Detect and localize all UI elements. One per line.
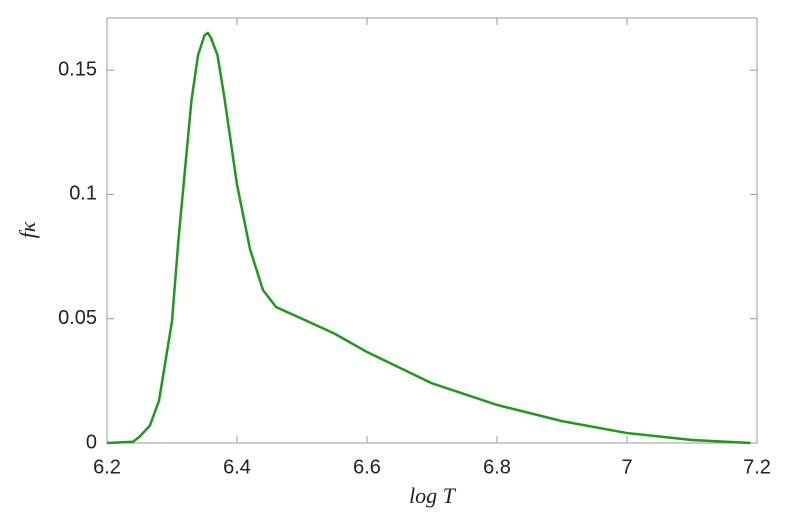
x-tick-label: 6.6 bbox=[353, 456, 381, 478]
x-tick-label: 6.4 bbox=[223, 456, 251, 478]
x-tick-label: 7.2 bbox=[743, 456, 771, 478]
x-tick-label: 7 bbox=[621, 456, 632, 478]
y-tick-label: 0.05 bbox=[58, 307, 97, 329]
y-tick-label: 0.15 bbox=[58, 58, 97, 80]
data-line bbox=[106, 31, 751, 445]
y-axis-label: fκ bbox=[15, 221, 40, 238]
x-tick-label: 6.2 bbox=[93, 456, 121, 478]
x-tick-label: 6.8 bbox=[483, 456, 511, 478]
plot-frame bbox=[106, 17, 758, 444]
x-axis-label: log T bbox=[409, 483, 457, 508]
y-tick-label: 0 bbox=[86, 431, 97, 453]
y-tick-label: 0.1 bbox=[69, 183, 97, 205]
